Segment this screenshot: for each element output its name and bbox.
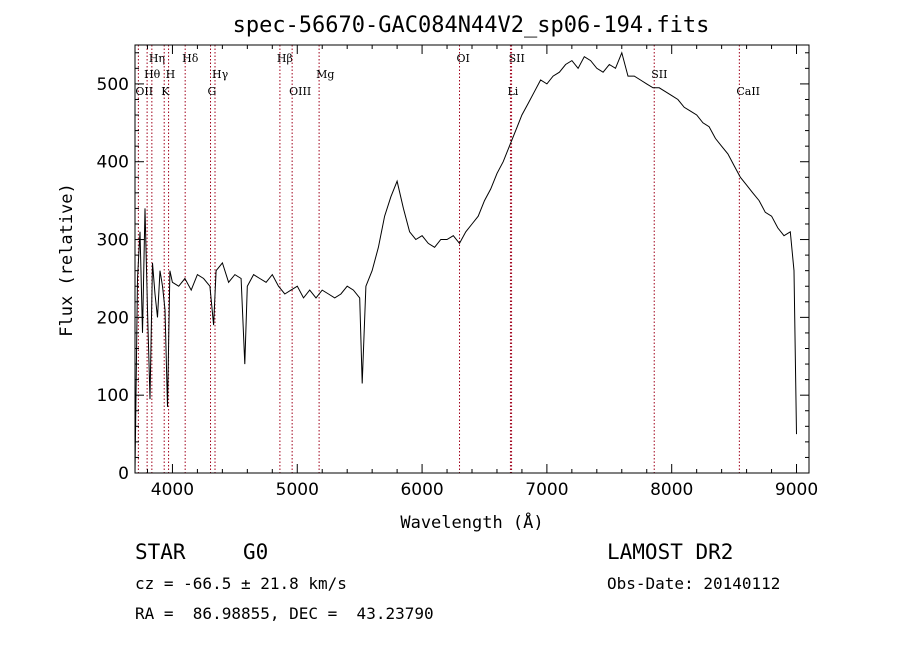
spectral-line-label-11: OI [457, 52, 470, 65]
spectral-line-label-4: K [161, 85, 170, 98]
coordinates: RA = 86.98855, DEC = 43.23790 [135, 604, 434, 623]
spectral-line-label-13: Li [507, 85, 518, 98]
x-tick-label-8000: 8000 [650, 480, 693, 500]
y-tick-label-500: 500 [97, 75, 129, 95]
x-tick-label-9000: 9000 [775, 480, 818, 500]
x-tick-label-7000: 7000 [525, 480, 568, 500]
x-tick-label-4000: 4000 [151, 480, 194, 500]
spectrum-series [134, 51, 797, 474]
x-tick-label-6000: 6000 [400, 480, 443, 500]
x-tick-label-5000: 5000 [276, 480, 319, 500]
spectral-line-label-15: CaII [736, 85, 760, 98]
axis-ticks: 4000 5000 6000 7000 8000 9000 0 100 200 300 400 500 [97, 45, 818, 500]
spectral-line-label-14: SII [651, 68, 667, 81]
y-tick-label-300: 300 [97, 231, 129, 251]
spectral-line-label-1: Hθ [144, 68, 161, 81]
redshift-velocity: cz = -66.5 ± 21.8 km/s [135, 574, 347, 593]
observation-date: Obs-Date: 20140112 [607, 574, 781, 593]
y-tick-label-400: 400 [97, 153, 129, 173]
survey-name: LAMOST DR2 [607, 540, 734, 564]
object-class: STAR [135, 540, 186, 564]
plot-frame [134, 44, 810, 474]
spectrum-line [134, 51, 797, 474]
y-axis-label: Flux (relative) [57, 183, 77, 337]
object-subclass: G0 [243, 540, 269, 564]
y-tick-label-200: 200 [97, 308, 129, 328]
spectral-line-label-8: Hβ [277, 52, 293, 65]
spectral-line-label-10: Mg [316, 68, 334, 81]
chart-title: spec-56670-GAC084N44V2_sp06-194.fits [233, 13, 710, 38]
y-tick-label-100: 100 [97, 386, 129, 406]
spectral-lines: Hη Hθ OII HK Hδ Hγ G Hβ OIII Mg OI SII Li SII CaII [135, 45, 760, 473]
spectral-line-label-0: Hη [149, 52, 165, 65]
spectral-line-label-2: OII [135, 85, 153, 98]
spectral-line-label-6: Hγ [212, 68, 229, 81]
spectral-line-label-7: G [208, 85, 217, 98]
x-axis-label: Wavelength (Å) [400, 511, 543, 533]
spectral-line-label-3: H [166, 68, 176, 81]
spectral-line-label-5: Hδ [182, 52, 199, 65]
y-tick-label-0: 0 [118, 464, 129, 484]
spectral-line-label-9: OIII [289, 85, 311, 98]
spectral-line-label-12: SII [509, 52, 525, 65]
